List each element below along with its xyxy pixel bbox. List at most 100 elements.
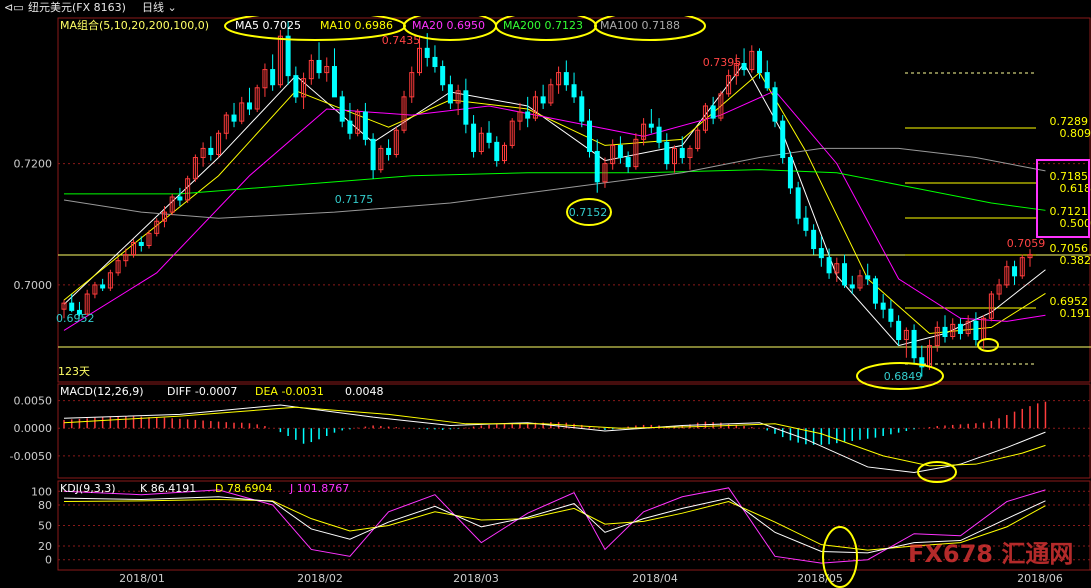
candle-body [695, 129, 701, 149]
candle-body [115, 260, 121, 274]
candle-body [872, 278, 878, 304]
macd-tick-label: 0.0000 [14, 422, 53, 435]
period-selector[interactable]: 日线 ⌄ [142, 0, 177, 16]
fibonacci-lines: 0.72890.8090.71850.6180.71210.5000.70560… [58, 72, 1091, 365]
candle-body [672, 147, 678, 165]
ma100-legend: MA100 0.7188 [600, 19, 680, 32]
candle-body [764, 72, 770, 89]
kdj-tick-label: 50 [38, 520, 52, 533]
macd-dea-legend: DEA -0.0031 [255, 385, 324, 398]
candle-body [757, 50, 763, 74]
candle-body [834, 263, 840, 274]
candle-body [1004, 266, 1010, 286]
kdj-d-legend: D 78.6904 [215, 482, 272, 495]
price-tick-label: 0.7000 [14, 279, 53, 292]
candle-body [185, 178, 191, 201]
candle-body [857, 275, 863, 289]
candle-body [726, 75, 732, 95]
candle-body [471, 123, 477, 152]
candle-body [641, 123, 647, 140]
candle-body [192, 157, 198, 180]
candle-body [988, 293, 994, 319]
back-arrow-icon[interactable]: ⊲▭ [4, 1, 24, 14]
candle-body [903, 329, 909, 341]
ma-line-ma10 [63, 71, 1046, 334]
candle-body [579, 96, 585, 122]
fib-ratio-label: 0.382 [1060, 254, 1091, 267]
kdj-k-legend: K 86.4191 [140, 482, 196, 495]
date-tick-label: 2018/02 [297, 572, 343, 585]
candle-body [664, 141, 670, 165]
candle-body [308, 59, 314, 80]
annotations: 0.7435 0.7395 0.7175 0.7152 0.6849 0.6952 0.70… [56, 34, 1045, 383]
candle-body [339, 96, 345, 122]
kdj-tick-label: 20 [38, 540, 52, 553]
instrument-title: 纽元美元(FX 8163) [28, 1, 126, 14]
candle-body [424, 47, 430, 58]
candle-body [942, 326, 948, 337]
candle-body [131, 241, 137, 256]
candle-body [254, 87, 260, 110]
candle-body [787, 157, 793, 189]
candle-body [865, 275, 871, 280]
candle-body [285, 35, 291, 77]
candle-body [447, 84, 453, 104]
macd-tick-label: -0.0050 [10, 450, 52, 463]
highlight-small-low [977, 338, 999, 352]
candle-body [100, 284, 106, 289]
fib-price-label: 0.7121 [1050, 205, 1089, 218]
fib-price-label: 0.6952 [1050, 295, 1089, 308]
candle-body [702, 105, 708, 131]
date-tick-label: 2018/06 [1017, 572, 1063, 585]
period-label: 日线 [142, 1, 164, 14]
macd-legend-label: MACD(12,26,9) [60, 385, 144, 398]
candle-body [795, 187, 801, 219]
candle-body [718, 93, 724, 119]
candle-body [61, 302, 67, 310]
fib-ratio-label: 0.618 [1060, 182, 1091, 195]
annotation-days: 123天 [58, 365, 90, 378]
candle-body [324, 66, 330, 74]
candle-body [386, 147, 392, 156]
ma-line-ma5 [63, 62, 1046, 347]
candle-body [896, 320, 902, 341]
candle-body [826, 257, 832, 274]
fib-price-label: 0.7185 [1050, 170, 1089, 183]
annotation-low-1: 0.7175 [335, 193, 374, 206]
candle-body [463, 90, 469, 125]
candle-body [331, 66, 337, 98]
candle-body [525, 111, 531, 119]
date-tick-label: 2018/04 [632, 572, 678, 585]
date-tick-label: 2018/05 [797, 572, 843, 585]
candle-body [84, 293, 90, 315]
candle-body [772, 87, 778, 122]
candle-body [803, 217, 809, 231]
candle-body [409, 72, 415, 98]
candle-body [177, 196, 183, 201]
kdj-tick-label: 100 [31, 485, 52, 498]
kdj-panel [63, 487, 1046, 564]
candle-body [679, 147, 685, 159]
macd-diff-line [63, 404, 1046, 473]
ma200-legend: MA200 0.7123 [503, 19, 583, 32]
date-tick-label: 2018/01 [119, 572, 165, 585]
candle-body [1019, 257, 1025, 277]
candle-body [818, 248, 824, 259]
candle-body [656, 126, 662, 143]
macd-panel-frame [57, 383, 1091, 479]
candle-body [842, 263, 848, 286]
candle-body [378, 147, 384, 171]
candle-body [239, 102, 245, 122]
candle-body [888, 308, 894, 322]
chart-header: ⊲▭ 纽元美元(FX 8163) 日线 ⌄ [0, 0, 1091, 16]
candle-body [648, 123, 654, 128]
candle-body [849, 284, 855, 289]
candle-body [934, 326, 940, 347]
kdj-j-line [63, 487, 1046, 564]
candle-body [733, 63, 739, 77]
candle-body [563, 72, 569, 86]
candle-body [455, 90, 461, 104]
candle-body [749, 50, 755, 71]
annotation-left-low: 0.6952 [56, 312, 95, 325]
